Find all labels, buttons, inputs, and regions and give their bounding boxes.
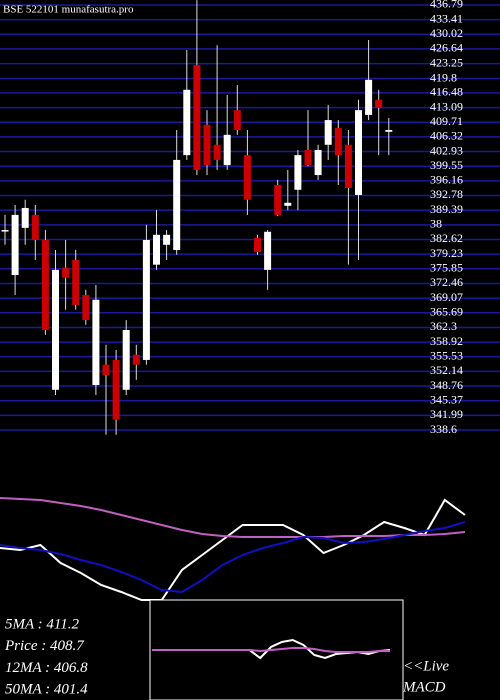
y-tick-label: 358.92 [430,334,463,348]
candle-body [304,149,312,166]
y-tick-label: 416.48 [430,85,463,99]
candle-body [31,214,39,240]
macd-panel [152,638,391,660]
y-tick-label: 352.14 [430,363,463,377]
y-tick-label: 341.99 [430,407,463,421]
candle-body [355,110,362,195]
candle-body [334,127,342,156]
y-tick-label: 399.55 [430,158,463,172]
y-tick-label: 392.78 [430,187,463,201]
candle-body [82,294,90,321]
y-tick-label: 382.62 [430,231,463,245]
candle-body [153,234,160,265]
candle-body [213,144,221,160]
y-tick-label: 413.09 [430,99,463,113]
candle-body [72,259,80,305]
candle-body [223,134,231,166]
y-tick-label: 430.02 [430,26,463,40]
candle-body [92,299,100,386]
y-tick-label: 402.93 [430,143,463,157]
y-tick-label: 369.07 [430,290,463,304]
indicator-line [0,498,466,601]
y-tick-label: 419.8 [430,70,457,84]
candle-body [385,130,393,132]
candle-body [344,144,352,189]
candle-body [284,202,292,206]
candle-body [254,237,261,253]
y-tick-label: 345.37 [430,392,463,406]
indicator-label: Price : 408.7 [4,638,85,654]
indicator-label: 50MA : 401.4 [5,682,88,698]
indicator-label: 5MA : 411.2 [5,616,80,632]
candle-body [375,99,383,108]
y-tick-label: 355.53 [430,349,463,363]
y-tick-label: 348.76 [430,378,463,392]
y-tick-label: 423.25 [430,55,463,69]
candle-body [314,149,322,176]
candle-body [233,110,241,131]
y-tick-label: 406.32 [430,129,463,143]
ma-panel [0,497,466,601]
candle-body [264,231,272,270]
y-tick-label: 433.41 [430,11,463,25]
indicator-line [0,497,466,538]
candle-body [203,124,211,166]
candle-body [365,79,373,115]
candle-body [112,359,120,420]
candles [1,0,393,435]
candle-body [142,240,150,360]
candle-body [132,354,140,365]
y-tick-label: 338.6 [430,422,457,436]
y-tick-label: 389.39 [430,202,463,216]
candle-body [274,185,282,215]
y-tick-label: 365.69 [430,305,463,319]
candle-body [41,240,49,331]
y-tick-label: 426.64 [430,41,463,55]
y-tick-label: 409.71 [430,114,463,128]
y-tick-label: 375.85 [430,261,463,275]
candle-body [122,330,130,390]
candle-body [52,269,59,390]
chart-title: BSE 522101 munafasutra.pro [3,4,134,16]
candle-body [102,364,110,376]
live-label: <<Live [403,658,449,674]
candle-body [163,234,171,245]
candle-body [324,120,332,145]
macd-label: MACD [402,679,446,695]
candle-body [62,267,70,278]
candle-body [183,89,191,156]
candle-body [294,155,302,190]
candle-body [11,214,19,276]
candle-body [21,207,29,228]
indicator-line [152,647,390,653]
y-tick-label: 38 [430,217,442,231]
y-tick-label: 396.16 [430,173,463,187]
y-tick-label: 372.46 [430,275,463,289]
y-tick-label: 436.79 [430,0,463,11]
y-tick-label: 379.23 [430,246,463,260]
candle-body [173,159,181,250]
candle-body [1,230,9,232]
candle-body [193,65,201,170]
indicator-line [0,521,466,594]
y-tick-label: 362.3 [430,319,457,333]
candle-body [243,155,251,200]
indicator-label: 12MA : 406.8 [5,660,88,676]
